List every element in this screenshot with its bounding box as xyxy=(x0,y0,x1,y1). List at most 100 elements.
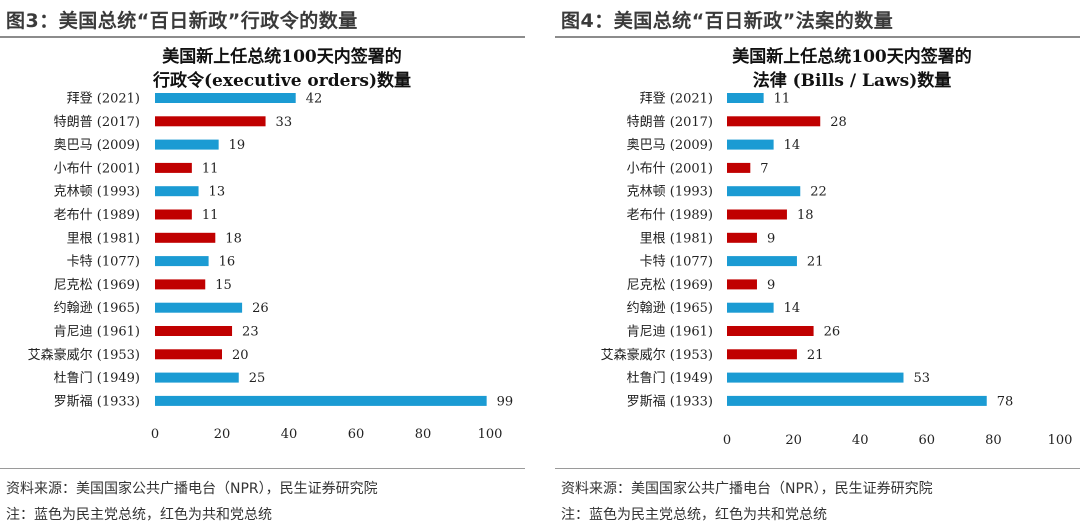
x-tick-label: 60 xyxy=(348,427,365,442)
source-note: 资料来源：美国国家公共广播电台（NPR），民生证券研究院 xyxy=(6,481,378,497)
category-label: 特朗普 (2017) xyxy=(54,115,140,130)
title-divider xyxy=(0,36,525,38)
bar xyxy=(155,279,206,290)
bar xyxy=(155,162,192,173)
bar xyxy=(155,93,296,103)
category-label: 卡特 (1077) xyxy=(67,255,140,270)
bar xyxy=(727,256,797,267)
bar xyxy=(727,279,757,290)
data-label: 42 xyxy=(306,92,323,107)
category-label: 肯尼迪 (1961) xyxy=(54,325,140,340)
category-label: 杜鲁门 (1949) xyxy=(627,371,713,386)
bar xyxy=(727,395,987,406)
category-label: 杜鲁门 (1949) xyxy=(54,371,140,386)
category-label: 拜登 (2021) xyxy=(67,92,140,107)
category-label: 克林顿 (1993) xyxy=(627,185,713,200)
x-tick-label: 0 xyxy=(723,433,731,448)
bar xyxy=(727,349,797,360)
category-label: 小布什 (2001) xyxy=(54,161,140,176)
chart-title-line: 美国新上任总统100天内签署的 xyxy=(732,46,972,67)
category-label: 克林顿 (1993) xyxy=(54,185,140,200)
bar xyxy=(727,302,774,313)
data-label: 18 xyxy=(225,231,242,246)
category-label: 肯尼迪 (1961) xyxy=(627,325,713,340)
data-label: 21 xyxy=(807,255,824,270)
category-label: 小布什 (2001) xyxy=(627,161,713,176)
data-label: 20 xyxy=(232,348,249,363)
data-label: 11 xyxy=(202,208,219,223)
bar xyxy=(155,186,199,197)
bar xyxy=(155,326,233,336)
x-tick-label: 80 xyxy=(985,433,1002,448)
title-divider xyxy=(555,36,1080,38)
source-divider xyxy=(0,468,525,469)
figure-title: 图3：美国总统“百日新政”行政令的数量 xyxy=(6,10,358,32)
category-label: 卡特 (1077) xyxy=(640,255,713,270)
data-label: 16 xyxy=(219,255,236,270)
data-label: 23 xyxy=(242,325,259,340)
category-label: 罗斯福 (1933) xyxy=(627,394,713,409)
category-label: 艾森豪威尔 (1953) xyxy=(601,347,713,363)
bar xyxy=(155,395,487,406)
category-label: 奥巴马 (2009) xyxy=(627,138,713,153)
chart-title-line: 行政令(executive orders)数量 xyxy=(152,70,411,91)
data-label: 99 xyxy=(497,394,514,409)
x-tick-label: 80 xyxy=(415,427,432,442)
bar xyxy=(727,186,801,197)
bar xyxy=(155,302,243,313)
category-label: 尼克松 (1969) xyxy=(627,278,713,293)
category-label: 里根 (1981) xyxy=(67,231,140,246)
x-tick-label: 60 xyxy=(919,433,936,448)
data-label: 9 xyxy=(767,278,775,293)
bar xyxy=(155,232,216,243)
data-label: 22 xyxy=(810,185,827,200)
x-tick-label: 40 xyxy=(852,433,869,448)
category-label: 里根 (1981) xyxy=(640,231,713,246)
data-label: 9 xyxy=(767,231,775,246)
bar xyxy=(155,256,209,267)
category-label: 拜登 (2021) xyxy=(640,92,713,107)
bar xyxy=(727,116,821,127)
x-tick-label: 0 xyxy=(151,427,159,442)
x-tick-label: 100 xyxy=(1048,433,1073,448)
bar xyxy=(727,372,904,383)
bar xyxy=(155,139,219,150)
x-tick-label: 20 xyxy=(785,433,802,448)
category-label: 尼克松 (1969) xyxy=(54,278,140,293)
chart-title-line: 美国新上任总统100天内签署的 xyxy=(162,46,402,67)
bar xyxy=(727,139,774,150)
category-label: 特朗普 (2017) xyxy=(627,115,713,130)
right-panel: 图4：美国总统“百日新政”法案的数量 美国新上任总统100天内签署的 法律 (Bi… xyxy=(555,0,1080,527)
bar xyxy=(727,209,787,220)
category-label: 罗斯福 (1933) xyxy=(54,394,140,409)
data-label: 26 xyxy=(252,301,269,316)
category-label: 艾森豪威尔 (1953) xyxy=(28,347,140,363)
bar xyxy=(727,326,814,336)
data-label: 26 xyxy=(824,325,841,340)
source-note: 资料来源：美国国家公共广播电台（NPR），民生证券研究院 xyxy=(561,481,933,497)
figure-title: 图4：美国总统“百日新政”法案的数量 xyxy=(561,10,894,32)
data-label: 11 xyxy=(202,161,219,176)
data-label: 15 xyxy=(215,278,232,293)
data-label: 53 xyxy=(913,371,930,386)
chart-title-line: 法律 (Bills / Laws)数量 xyxy=(753,70,952,91)
data-label: 14 xyxy=(784,301,801,316)
data-label: 21 xyxy=(807,348,824,363)
category-label: 老布什 (1989) xyxy=(627,208,713,223)
category-label: 约翰逊 (1965) xyxy=(54,301,140,316)
data-label: 18 xyxy=(797,208,814,223)
source-divider xyxy=(555,468,1080,469)
color-note: 注：蓝色为民主党总统，红色为共和党总统 xyxy=(561,507,827,523)
left-panel: 图3：美国总统“百日新政”行政令的数量 美国新上任总统100天内签署的 行政令(e… xyxy=(0,0,525,527)
bar xyxy=(155,209,192,220)
bar xyxy=(727,93,764,103)
data-label: 11 xyxy=(774,92,791,107)
data-label: 28 xyxy=(830,115,847,130)
x-tick-label: 20 xyxy=(214,427,231,442)
data-label: 19 xyxy=(229,138,246,153)
data-label: 14 xyxy=(784,138,801,153)
color-note: 注：蓝色为民主党总统，红色为共和党总统 xyxy=(6,507,272,523)
bar xyxy=(155,372,239,383)
